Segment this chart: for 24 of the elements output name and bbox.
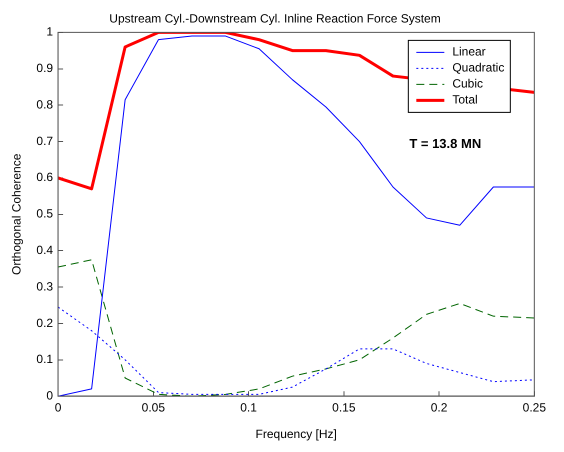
legend-label: Linear	[452, 44, 486, 59]
y-tick-label: 0.6	[36, 170, 54, 184]
annotation: T = 13.8 MN	[409, 136, 482, 151]
chart-title: Upstream Cyl.-Downstream Cyl. Inline Reaction Force System	[109, 12, 441, 26]
y-tick-label: 0.7	[36, 134, 54, 148]
x-axis-title: Frequency [Hz]	[256, 427, 337, 442]
y-tick-label: 0.5	[36, 206, 54, 221]
y-axis-title: Orthogonal Coherence	[10, 153, 24, 276]
x-tick-label: 0.05	[142, 400, 166, 415]
y-tick-label: 0.8	[36, 97, 54, 112]
x-tick-label: 0.25	[522, 400, 546, 415]
legend-label: Quadratic	[452, 60, 504, 75]
x-tick-label: 0.15	[332, 400, 356, 415]
y-tick-label: 0.1	[36, 352, 54, 366]
y-tick-label: 0	[46, 388, 54, 403]
y-tick-label: 0.9	[36, 61, 54, 76]
legend-label: Total	[452, 92, 478, 107]
legend-label: Cubic	[452, 76, 484, 91]
y-tick-label: 1	[46, 24, 54, 39]
y-tick-label: 0.3	[36, 279, 54, 294]
x-tick-label: 0.2	[430, 400, 448, 415]
y-tick-label: 0.4	[36, 242, 54, 257]
x-tick-label: 0.1	[240, 400, 258, 415]
y-tick-label: 0.2	[36, 316, 54, 330]
